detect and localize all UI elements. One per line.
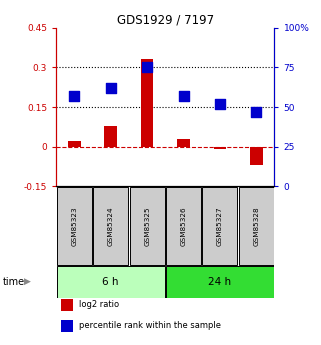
FancyBboxPatch shape bbox=[203, 187, 237, 265]
Text: GSM85323: GSM85323 bbox=[71, 206, 77, 246]
Text: GSM85326: GSM85326 bbox=[180, 206, 187, 246]
Point bbox=[72, 93, 77, 99]
Bar bbox=[177, 139, 190, 147]
Text: GSM85324: GSM85324 bbox=[108, 206, 114, 246]
Bar bbox=[213, 147, 226, 149]
Text: GSM85327: GSM85327 bbox=[217, 206, 223, 246]
Text: time: time bbox=[3, 277, 25, 287]
Text: 24 h: 24 h bbox=[208, 277, 231, 287]
FancyBboxPatch shape bbox=[57, 187, 92, 265]
Point bbox=[108, 85, 113, 91]
Bar bbox=[61, 320, 73, 332]
Bar bbox=[104, 126, 117, 147]
Point bbox=[181, 93, 186, 99]
Text: 6 h: 6 h bbox=[102, 277, 119, 287]
FancyBboxPatch shape bbox=[166, 187, 201, 265]
Text: GSM85325: GSM85325 bbox=[144, 206, 150, 246]
FancyBboxPatch shape bbox=[93, 187, 128, 265]
Text: ▶: ▶ bbox=[24, 277, 31, 286]
Bar bbox=[68, 141, 81, 147]
Point bbox=[144, 65, 150, 70]
Point bbox=[217, 101, 222, 107]
Point bbox=[254, 109, 259, 115]
Text: GSM85328: GSM85328 bbox=[253, 206, 259, 246]
FancyBboxPatch shape bbox=[57, 266, 165, 298]
FancyBboxPatch shape bbox=[239, 187, 274, 265]
FancyBboxPatch shape bbox=[130, 187, 165, 265]
Text: percentile rank within the sample: percentile rank within the sample bbox=[79, 321, 221, 330]
Bar bbox=[61, 299, 73, 310]
Bar bbox=[141, 59, 153, 147]
FancyBboxPatch shape bbox=[166, 266, 274, 298]
Text: log2 ratio: log2 ratio bbox=[79, 300, 119, 309]
Title: GDS1929 / 7197: GDS1929 / 7197 bbox=[117, 13, 214, 27]
Bar bbox=[250, 147, 263, 165]
